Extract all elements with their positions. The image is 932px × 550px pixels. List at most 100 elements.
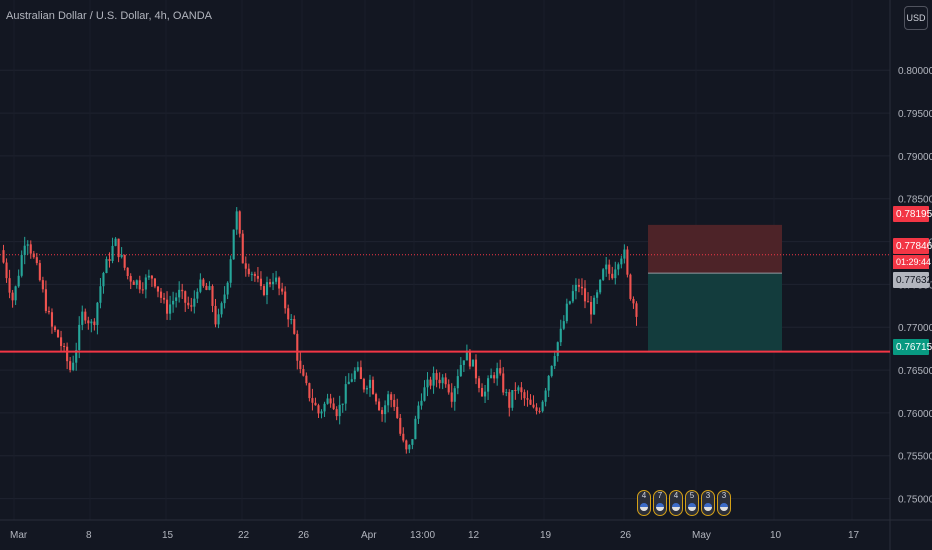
candle-body <box>20 255 23 276</box>
candle-body <box>384 405 387 415</box>
candle-body <box>238 211 241 234</box>
x-tick-label: 26 <box>620 530 632 541</box>
candle-body <box>517 387 520 391</box>
candle-body <box>126 267 129 277</box>
event-badge[interactable]: 4 <box>637 490 651 516</box>
candle-body <box>629 274 632 299</box>
x-tick-label: May <box>692 530 711 541</box>
event-badge[interactable]: 3 <box>717 490 731 516</box>
candle-body <box>593 297 596 315</box>
candle-body <box>156 286 160 292</box>
candle-body <box>459 364 462 377</box>
candle-body <box>296 333 299 361</box>
candle-body <box>150 275 153 279</box>
candle-body <box>632 298 635 304</box>
candle-body <box>344 384 347 404</box>
event-badge[interactable]: 7 <box>653 490 667 516</box>
event-count: 7 <box>657 491 663 500</box>
candle-body <box>508 392 511 408</box>
candle-body <box>105 258 108 274</box>
candle-body <box>599 279 602 293</box>
candle-body <box>402 433 405 441</box>
candle-body <box>326 398 329 404</box>
candle-body <box>29 244 32 254</box>
candle-body <box>135 280 138 285</box>
candle-body <box>381 410 384 415</box>
candle-body <box>468 350 471 367</box>
candle-body <box>317 405 320 414</box>
candle-body <box>250 273 253 275</box>
candle-body <box>480 387 484 397</box>
currency-button[interactable]: USD <box>904 6 928 30</box>
candle-body <box>565 303 568 322</box>
event-badge[interactable]: 5 <box>685 490 699 516</box>
candle-body <box>347 381 350 385</box>
candle-body <box>23 245 26 256</box>
candle-body <box>608 264 611 274</box>
candle-body <box>447 384 450 393</box>
candle-body <box>123 254 126 268</box>
candle-body <box>93 321 96 326</box>
candle-body <box>38 263 41 281</box>
candle-body <box>87 320 90 324</box>
candle-body <box>408 444 411 450</box>
candle-body <box>483 391 487 397</box>
candle-body <box>453 388 456 402</box>
candle-body <box>377 401 381 411</box>
event-badge[interactable]: 4 <box>669 490 683 516</box>
candle-body <box>499 368 502 374</box>
stop-loss-zone <box>648 224 782 274</box>
candle-body <box>520 387 523 393</box>
x-tick-label: 8 <box>86 530 92 541</box>
candle-body <box>26 244 29 246</box>
candle-body <box>456 376 459 389</box>
candle-body <box>435 373 438 380</box>
candle-body <box>580 286 584 289</box>
candle-body <box>208 286 211 290</box>
candle-body <box>5 262 8 279</box>
candle-body <box>205 285 208 290</box>
candle-body <box>217 314 220 325</box>
y-tick-label: 0.76500 <box>898 366 932 377</box>
candle-body <box>53 326 57 331</box>
candle-body <box>420 400 423 406</box>
candle-body <box>390 394 393 400</box>
candle-body <box>293 319 296 334</box>
y-tick-label: 0.75500 <box>898 452 932 463</box>
candle-body <box>193 298 196 307</box>
candle-body <box>471 359 475 367</box>
candle-body <box>359 367 362 380</box>
candle-body <box>305 375 308 384</box>
candle-body <box>141 289 144 291</box>
candle-body <box>365 387 369 390</box>
candle-body <box>496 368 499 379</box>
candle-body <box>169 304 172 314</box>
event-count: 3 <box>705 491 711 500</box>
economic-events[interactable]: 4 7 4 5 3 3 <box>637 490 731 516</box>
candle-body <box>541 401 544 412</box>
candle-body <box>14 286 17 301</box>
candle-body <box>562 321 565 329</box>
candle-body <box>405 440 408 450</box>
candle-body <box>220 303 223 315</box>
event-count: 4 <box>673 491 679 500</box>
candle-body <box>559 328 562 343</box>
candle-body <box>284 291 287 309</box>
candle-body <box>474 359 478 379</box>
candle-body <box>353 370 356 380</box>
candle-body <box>241 233 244 264</box>
y-tick-label: 0.79000 <box>898 152 932 163</box>
candle-body <box>432 373 435 386</box>
candle-body <box>335 409 338 417</box>
candle-body <box>368 379 372 388</box>
candle-body <box>178 289 181 298</box>
event-badge[interactable]: 3 <box>701 490 715 516</box>
x-tick-label: 10 <box>770 530 782 541</box>
candle-body <box>311 398 314 403</box>
candle-body <box>138 280 141 290</box>
candle-body <box>202 279 205 286</box>
support-price-tag: 0.76715 <box>893 339 932 355</box>
candle-body <box>281 288 284 292</box>
candle-body <box>78 324 81 350</box>
